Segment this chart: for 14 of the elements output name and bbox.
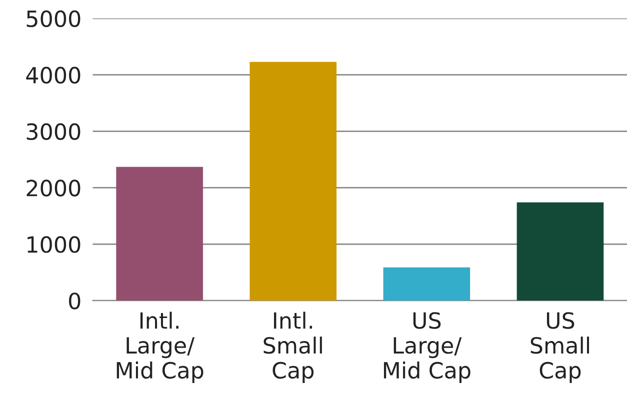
y-tick-label: 1000	[28, 236, 80, 253]
y-tick-label: 2000	[26, 180, 80, 196]
x-tick-label: US Small Cap	[530, 312, 589, 383]
bar	[116, 166, 203, 301]
y-tick-label: 0	[69, 292, 80, 310]
bar	[250, 62, 337, 301]
bar	[516, 202, 604, 301]
y-tick-label: 4000	[26, 66, 80, 84]
y-tick-label: 5000	[26, 10, 80, 28]
x-tick-label: Intl. Large/ Mid Cap	[116, 312, 204, 383]
x-tick-label: US Large/ Mid Cap	[384, 312, 470, 383]
x-tick-label: Intl. Small Cap	[264, 312, 322, 383]
bar	[383, 267, 470, 301]
y-tick-label: 3000	[26, 123, 80, 140]
